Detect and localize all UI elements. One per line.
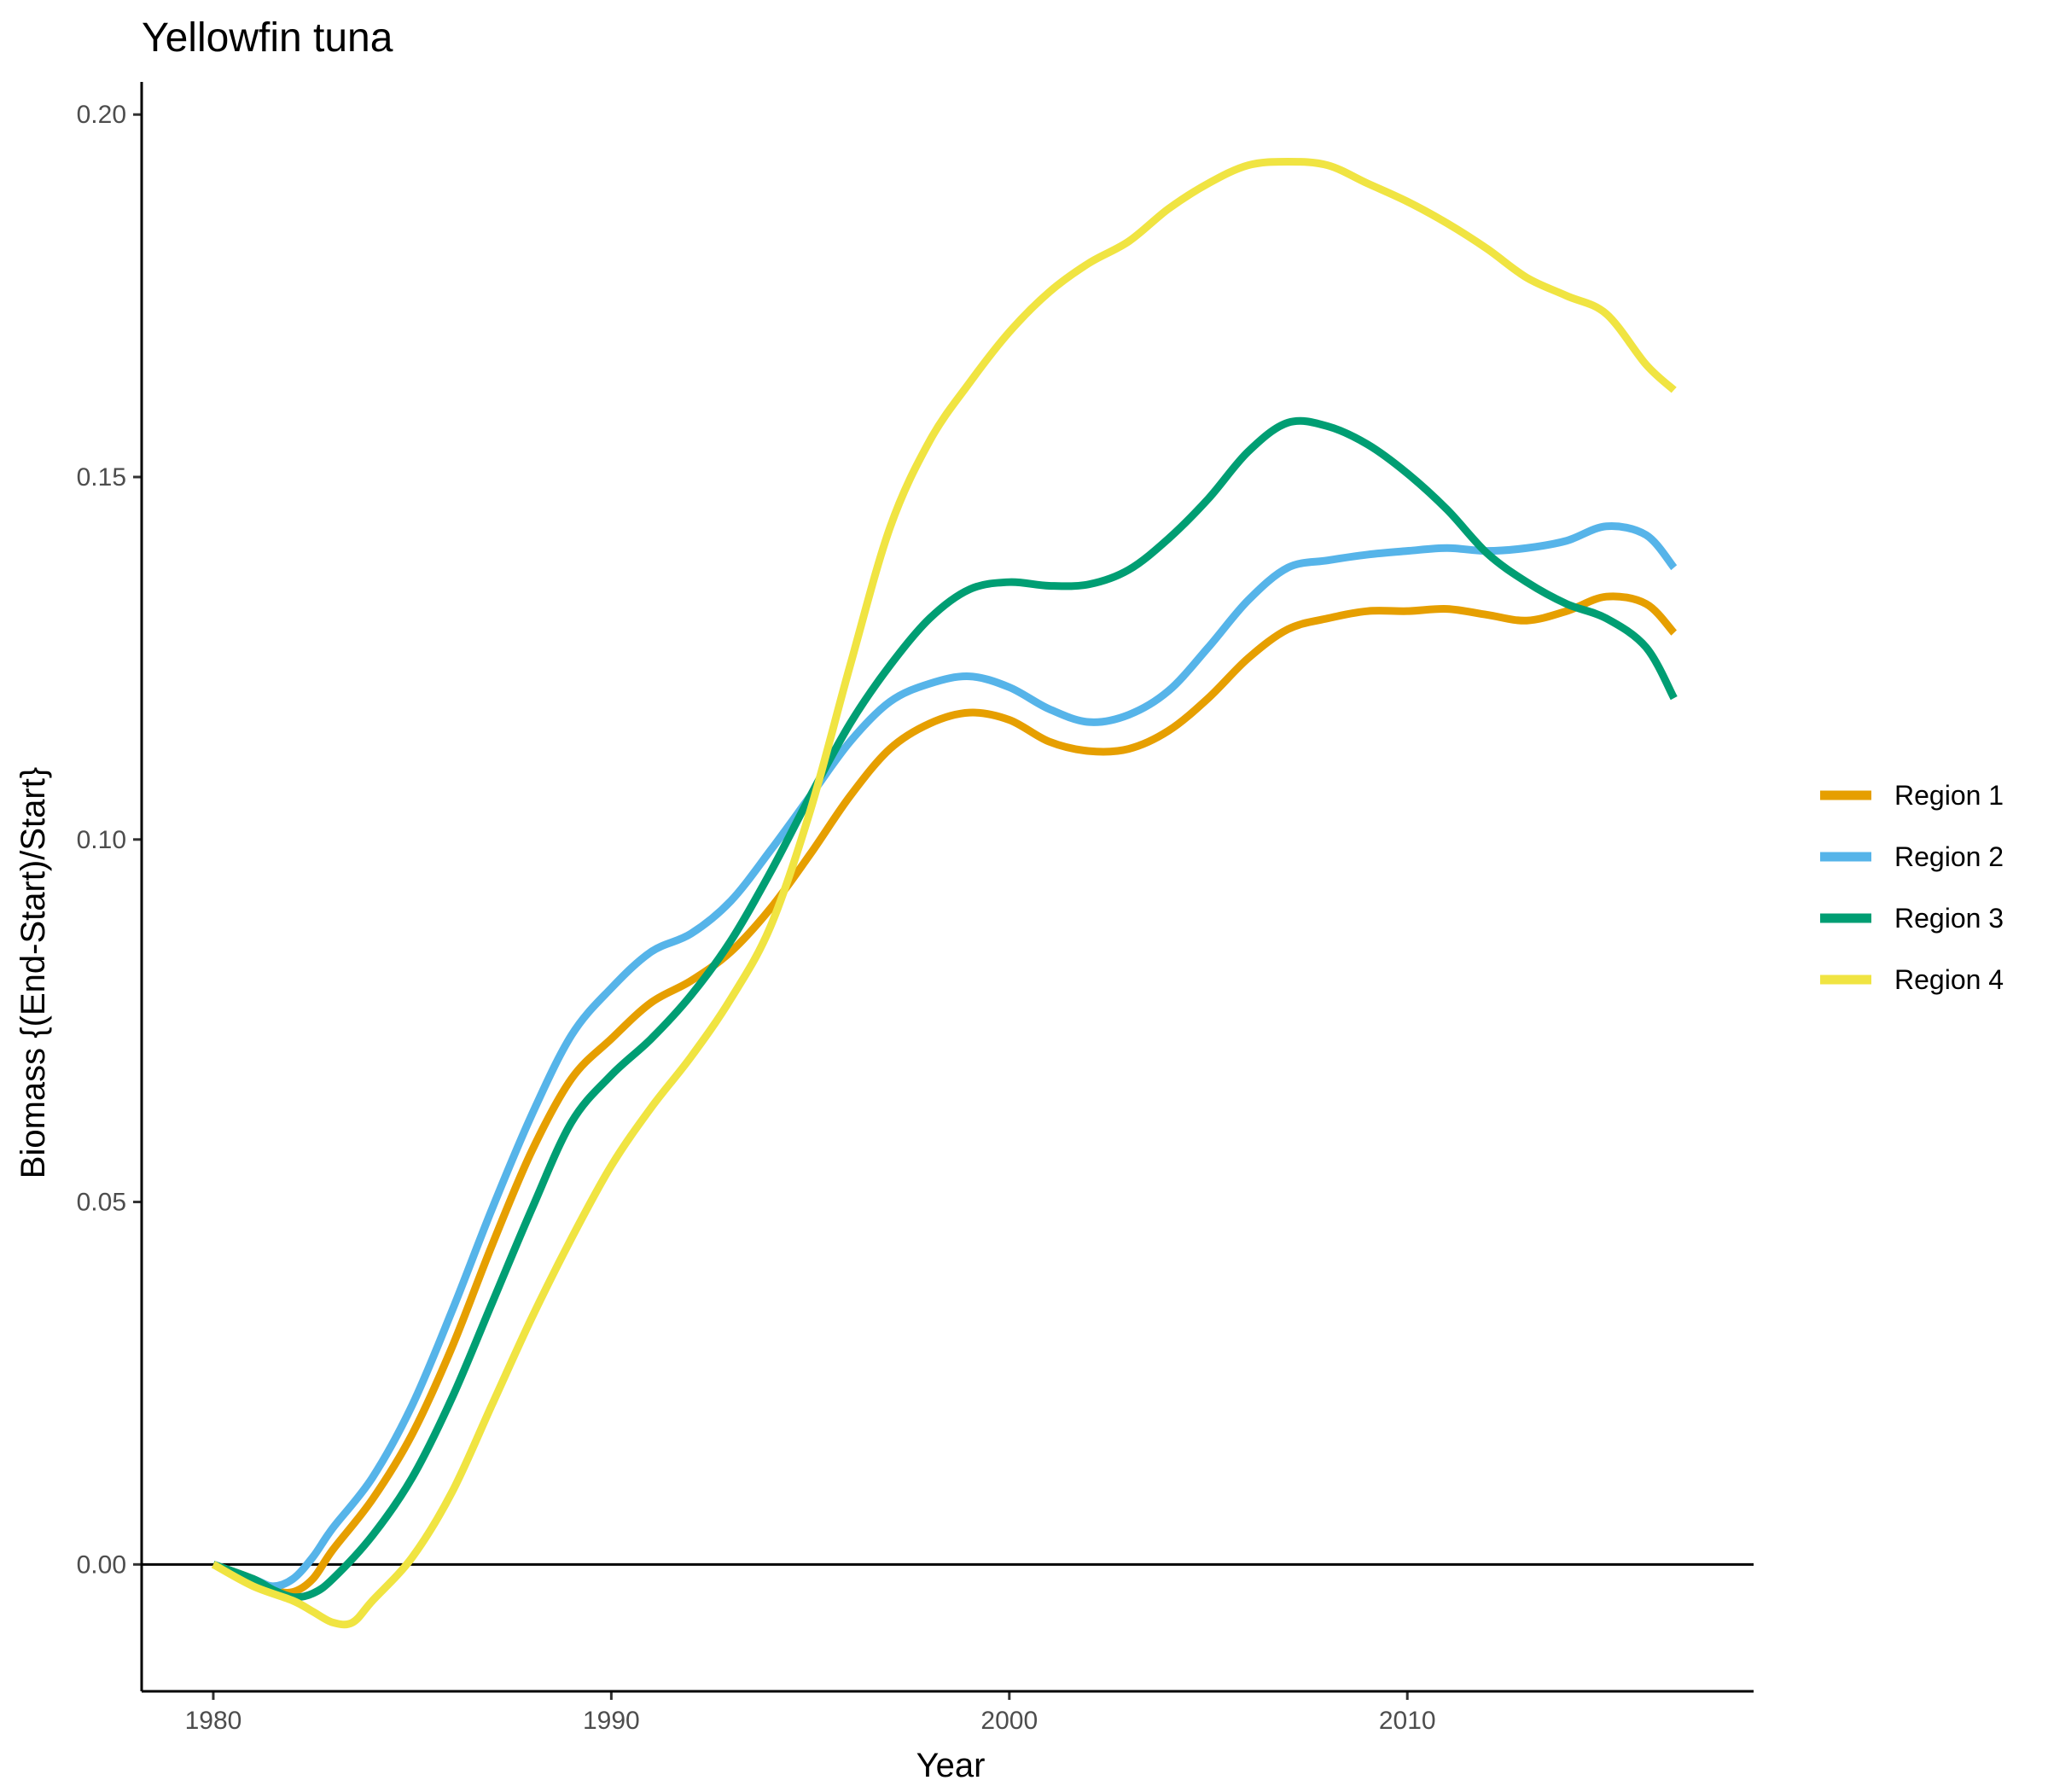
series-line-region-2: [212, 522, 1678, 1591]
x-axis-title: Year: [916, 1747, 986, 1784]
legend-label-region-1: Region 1: [1894, 780, 2004, 811]
x-tick-label: 2010: [1379, 1707, 1436, 1735]
y-tick-label: 0.15: [77, 463, 126, 492]
x-axis-ticks: 1980 1990 2000 2010: [185, 1691, 1436, 1735]
chart-title: Yellowfin tuna: [142, 15, 393, 61]
legend-label-region-2: Region 2: [1894, 841, 2004, 872]
series-line-region-4: [211, 157, 1677, 1629]
legend-label-region-4: Region 4: [1894, 964, 2004, 995]
series-line-region-3: [212, 416, 1678, 1602]
x-tick-label: 1990: [583, 1707, 640, 1735]
series-line-region-1: [212, 592, 1678, 1597]
y-axis-ticks: 0.00 0.05 0.10 0.15 0.20: [77, 101, 142, 1579]
series-lines: [211, 157, 1678, 1629]
x-tick-label: 1980: [185, 1707, 242, 1735]
y-tick-label: 0.10: [77, 826, 126, 854]
legend-label-region-3: Region 3: [1894, 903, 2004, 934]
y-axis-title: Biomass {(End-Start)/Start}: [15, 767, 52, 1178]
y-tick-label: 0.00: [77, 1551, 126, 1579]
legend: Region 1 Region 2 Region 3 Region 4: [1820, 780, 2004, 995]
y-tick-label: 0.05: [77, 1189, 126, 1217]
x-tick-label: 2000: [980, 1707, 1038, 1735]
y-tick-label: 0.20: [77, 101, 126, 129]
